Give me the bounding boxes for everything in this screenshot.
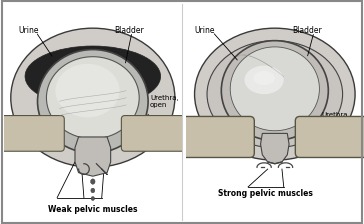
Ellipse shape	[37, 50, 148, 153]
Ellipse shape	[207, 41, 343, 148]
Text: Urethra,
open: Urethra, open	[150, 95, 179, 108]
Polygon shape	[261, 134, 289, 164]
Ellipse shape	[25, 46, 161, 107]
FancyBboxPatch shape	[0, 116, 64, 151]
Text: Urine: Urine	[195, 26, 215, 35]
Text: Urine: Urine	[18, 26, 39, 35]
Ellipse shape	[253, 71, 275, 85]
Text: Bladder: Bladder	[114, 26, 144, 35]
Ellipse shape	[91, 188, 95, 193]
Text: Strong pelvic muscles: Strong pelvic muscles	[218, 189, 313, 198]
Ellipse shape	[91, 179, 95, 184]
Ellipse shape	[221, 41, 328, 140]
Ellipse shape	[47, 57, 139, 139]
Ellipse shape	[55, 64, 120, 117]
Ellipse shape	[11, 28, 175, 167]
Text: Urethra,
closed: Urethra, closed	[321, 112, 350, 126]
Polygon shape	[75, 137, 111, 176]
Text: Weak pelvic muscles: Weak pelvic muscles	[48, 205, 138, 214]
FancyBboxPatch shape	[121, 116, 189, 151]
Text: Bladder: Bladder	[293, 26, 323, 35]
Ellipse shape	[245, 66, 284, 94]
Ellipse shape	[91, 196, 95, 200]
FancyBboxPatch shape	[295, 116, 364, 157]
Ellipse shape	[230, 47, 320, 131]
Ellipse shape	[194, 28, 355, 160]
FancyBboxPatch shape	[178, 116, 254, 157]
